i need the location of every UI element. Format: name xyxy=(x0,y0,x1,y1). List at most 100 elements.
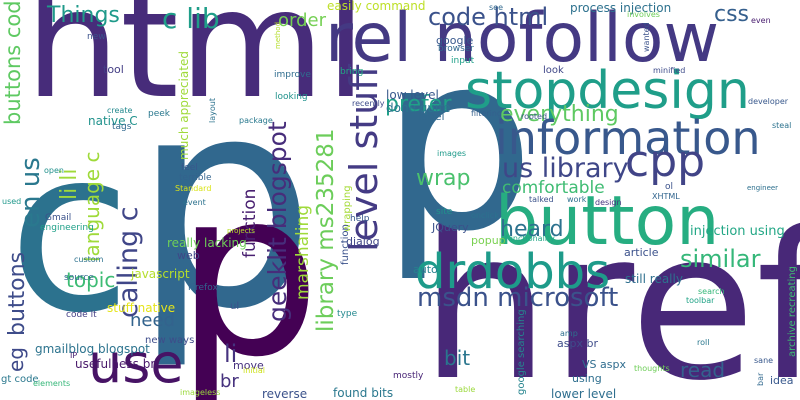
cloud-word: sane xyxy=(754,356,774,365)
cloud-word: order xyxy=(278,10,326,31)
cloud-word: much appreciated xyxy=(177,51,191,160)
cloud-word: rooted xyxy=(521,112,548,121)
cloud-word: idea xyxy=(770,374,794,387)
cloud-word: JQuery xyxy=(432,221,469,234)
cloud-word: design xyxy=(595,198,622,207)
cloud-word: tool xyxy=(103,63,124,76)
cloud-word: br xyxy=(220,371,239,392)
cloud-word: looking xyxy=(275,92,308,102)
cloud-word: bit xyxy=(444,346,471,370)
cloud-word: wanted xyxy=(642,22,651,52)
cloud-word: web xyxy=(177,249,200,262)
cloud-word: event xyxy=(183,198,206,207)
cloud-word: gt code xyxy=(1,374,39,385)
cloud-word: method xyxy=(274,21,282,49)
cloud-word: comfortable xyxy=(502,178,605,198)
cloud-word: article xyxy=(624,246,659,259)
cloud-word: buttons code xyxy=(1,0,25,125)
cloud-word: heard xyxy=(500,217,564,242)
cloud-word: css xyxy=(714,2,750,27)
cloud-word: google xyxy=(436,34,474,47)
cloud-word: table xyxy=(455,385,476,394)
cloud-word: initial xyxy=(243,366,265,375)
cloud-word: onclick xyxy=(471,211,499,220)
cloud-word: bar xyxy=(756,372,765,386)
cloud-word: package xyxy=(239,116,273,125)
cloud-word: stopdesign xyxy=(465,61,750,121)
cloud-word: Firefox xyxy=(188,283,218,293)
cloud-word: move xyxy=(233,359,264,372)
cloud-word: marshaling xyxy=(293,204,313,300)
cloud-word: code html xyxy=(428,3,549,31)
cloud-word: feel xyxy=(181,163,198,173)
cloud-word: work xyxy=(567,195,587,204)
cloud-word: html xyxy=(25,0,367,132)
cloud-word: library ms235281 xyxy=(313,128,339,333)
cloud-word: using xyxy=(572,372,602,385)
cloud-word: everything xyxy=(500,102,619,127)
cloud-word: Gmail xyxy=(45,213,72,223)
cloud-word: VS aspx xyxy=(582,358,626,371)
cloud-word: information xyxy=(495,111,761,165)
cloud-word: used xyxy=(2,197,22,206)
cloud-word: minified xyxy=(653,66,686,75)
cloud-word: talked xyxy=(529,195,554,204)
cloud-word: ul xyxy=(230,301,240,312)
cloud-word: new xyxy=(87,32,106,42)
cloud-word: steal xyxy=(772,121,792,130)
cloud-word: peek xyxy=(148,109,170,119)
cloud-word: recently xyxy=(352,99,385,108)
cloud-word: process injection xyxy=(570,1,672,15)
cloud-word: ol xyxy=(665,182,674,192)
cloud-word: site xyxy=(436,207,453,217)
cloud-word: function xyxy=(340,224,351,265)
cloud-word: drdobbs xyxy=(415,244,611,300)
cloud-word: language c xyxy=(80,151,104,262)
cloud-word: cpp xyxy=(625,136,706,187)
cloud-word: see xyxy=(489,3,504,12)
cloud-word: p xyxy=(132,36,317,373)
cloud-word: projects xyxy=(227,227,255,235)
cloud-word: mostly xyxy=(393,371,424,381)
cloud-word: label xyxy=(418,110,445,123)
cloud-word: even xyxy=(751,16,771,25)
cloud-word: IP xyxy=(70,351,78,360)
cloud-word: custom xyxy=(74,255,104,264)
cloud-word: engineer xyxy=(747,184,779,192)
cloud-word: li xyxy=(224,340,238,368)
cloud-word: popup xyxy=(471,234,506,247)
cloud-word: create xyxy=(107,106,133,115)
cloud-word: imageless xyxy=(180,388,221,397)
cloud-word: en us xyxy=(16,157,46,228)
cloud-word: use xyxy=(88,332,184,395)
cloud-word: elements xyxy=(33,379,71,388)
cloud-word: href xyxy=(420,188,800,400)
cloud-word: source xyxy=(64,273,94,283)
cloud-word: c lib xyxy=(162,2,220,35)
cloud-word: images xyxy=(437,149,467,158)
cloud-word: input xyxy=(451,56,475,66)
cloud-word: amp xyxy=(560,329,578,338)
cloud-word: roll xyxy=(697,338,710,347)
cloud-word: prefer xyxy=(385,92,452,117)
cloud-word: javascript xyxy=(131,267,190,281)
cloud-word: c xyxy=(8,101,132,363)
cloud-word: toolbar xyxy=(686,296,715,305)
cloud-word: search xyxy=(698,287,725,296)
cloud-word: help xyxy=(350,214,370,224)
cloud-word: geeklit blogspot xyxy=(263,121,292,322)
cloud-word: need xyxy=(130,310,175,331)
cloud-word: Standard xyxy=(175,184,212,193)
cloud-word: easily command xyxy=(327,0,426,13)
cloud-word: code lt xyxy=(66,310,97,320)
cloud-word: functionality xyxy=(505,234,555,243)
cloud-word: new ways xyxy=(145,335,195,346)
cloud-word: filtering xyxy=(471,109,502,118)
cloud-word: usefulness br xyxy=(75,357,156,371)
cloud-word: us library xyxy=(502,153,629,184)
cloud-word: gmailblog blogspot xyxy=(35,342,150,356)
cloud-word: really lacking xyxy=(167,236,247,250)
cloud-word: p xyxy=(380,0,536,285)
cloud-word: injection using xyxy=(690,224,785,239)
